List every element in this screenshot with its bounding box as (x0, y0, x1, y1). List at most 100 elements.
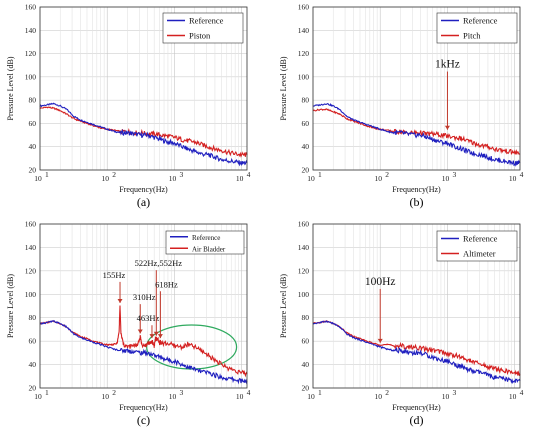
y-tick-label: 40 (302, 360, 310, 369)
x-tick-exponent: 2 (112, 388, 116, 397)
y-tick-label: 100 (25, 290, 37, 299)
y-tick-label: 120 (298, 49, 310, 58)
x-tick-exponent: 2 (385, 170, 389, 179)
legend-label: Piston (189, 31, 211, 41)
x-tick-exponent: 1 (318, 170, 322, 179)
x-tick-label: 10 (442, 174, 450, 183)
y-tick-label: 40 (302, 142, 310, 151)
annotation: 522Hz,552Hz (135, 258, 182, 336)
series-line-air-bladder (39, 305, 248, 378)
legend-label: Air Bladder (192, 245, 226, 253)
y-tick-label: 80 (302, 96, 310, 105)
y-tick-label: 160 (298, 220, 310, 229)
annotation-label: 155Hz (103, 270, 126, 280)
legend-label: Altimeter (463, 249, 496, 259)
x-axis-label: Frequency(Hz) (392, 185, 441, 194)
y-tick-label: 120 (25, 266, 37, 275)
y-axis-label: Pressure Level (dB) (6, 274, 15, 338)
y-tick-label: 100 (298, 72, 310, 81)
annotation: 155Hz (103, 270, 126, 303)
annotation-label: 1kHz (435, 59, 460, 71)
x-tick-label: 10 (169, 392, 177, 401)
x-tick-label: 10 (374, 174, 382, 183)
x-tick-label: 10 (374, 392, 382, 401)
x-tick-label: 10 (307, 174, 315, 183)
x-tick-label: 10 (236, 392, 244, 401)
x-axis-label: Frequency(Hz) (392, 403, 441, 412)
annotation: 463Hz (137, 313, 160, 339)
annotation-arrowhead (153, 331, 159, 336)
x-tick-exponent: 3 (452, 388, 456, 397)
y-tick-label: 140 (298, 26, 310, 35)
x-tick-exponent: 2 (112, 170, 116, 179)
y-tick-label: 140 (25, 26, 37, 35)
x-tick-label: 10 (169, 174, 177, 183)
y-tick-label: 60 (302, 119, 310, 128)
y-tick-label: 20 (29, 384, 37, 393)
x-tick-exponent: 4 (520, 170, 524, 179)
y-tick-label: 60 (302, 337, 310, 346)
panel-caption: (b) (410, 195, 424, 209)
panel-caption: (c) (137, 413, 150, 427)
highlight-ellipse (146, 324, 238, 370)
y-tick-label: 120 (298, 266, 310, 275)
x-tick-label: 10 (509, 392, 517, 401)
series-line-altimeter (312, 320, 521, 376)
plot-frame (312, 6, 521, 171)
y-tick-label: 100 (298, 290, 310, 299)
y-axis-label: Pressure Level (dB) (6, 56, 15, 120)
x-tick-label: 10 (442, 392, 450, 401)
x-tick-exponent: 4 (247, 388, 251, 397)
y-tick-label: 20 (302, 166, 310, 175)
x-tick-label: 10 (101, 174, 109, 183)
y-tick-label: 40 (29, 142, 37, 151)
y-tick-label: 40 (29, 360, 37, 369)
y-tick-label: 160 (25, 3, 37, 12)
annotation-arrowhead (157, 334, 163, 339)
annotation: 100Hz (365, 276, 396, 343)
annotation: 310Hz (133, 292, 156, 334)
legend: Reference Pitch (436, 12, 518, 44)
y-tick-label: 20 (29, 166, 37, 175)
annotation: 618Hz (155, 279, 178, 339)
plot-frame (39, 6, 248, 171)
annotation-arrowhead (377, 338, 383, 343)
y-tick-label: 80 (29, 313, 37, 322)
series-line-reference (39, 102, 248, 167)
x-tick-exponent: 2 (385, 388, 389, 397)
legend-box (162, 12, 244, 44)
x-tick-exponent: 4 (247, 170, 251, 179)
plot-frame (312, 223, 521, 389)
legend-label: Reference (463, 234, 498, 244)
annotation-label: 100Hz (365, 276, 396, 288)
annotation-label: 463Hz (137, 313, 160, 323)
x-tick-label: 10 (34, 174, 42, 183)
y-tick-label: 20 (302, 384, 310, 393)
x-tick-label: 10 (509, 174, 517, 183)
annotation: 1kHz (435, 59, 460, 130)
x-tick-label: 10 (101, 392, 109, 401)
x-tick-exponent: 4 (520, 388, 524, 397)
series-line-piston (39, 106, 248, 158)
legend-label: Reference (463, 16, 498, 26)
y-axis-label: Pressure Level (dB) (279, 274, 288, 338)
x-tick-exponent: 1 (318, 388, 322, 397)
y-tick-label: 80 (302, 313, 310, 322)
x-tick-exponent: 3 (179, 388, 183, 397)
annotation-label: 310Hz (133, 292, 156, 302)
x-axis-label: Frequency(Hz) (119, 403, 168, 412)
y-tick-label: 60 (29, 119, 37, 128)
x-axis-label: Frequency(Hz) (119, 185, 168, 194)
legend-label: Reference (189, 16, 224, 26)
annotation-arrowhead (444, 125, 450, 130)
x-tick-exponent: 3 (179, 170, 183, 179)
x-tick-label: 10 (236, 174, 244, 183)
legend-label: Pitch (463, 31, 481, 41)
series-line-reference (312, 320, 521, 384)
y-tick-label: 140 (25, 243, 37, 252)
legend: Reference Air Bladder (165, 230, 245, 255)
